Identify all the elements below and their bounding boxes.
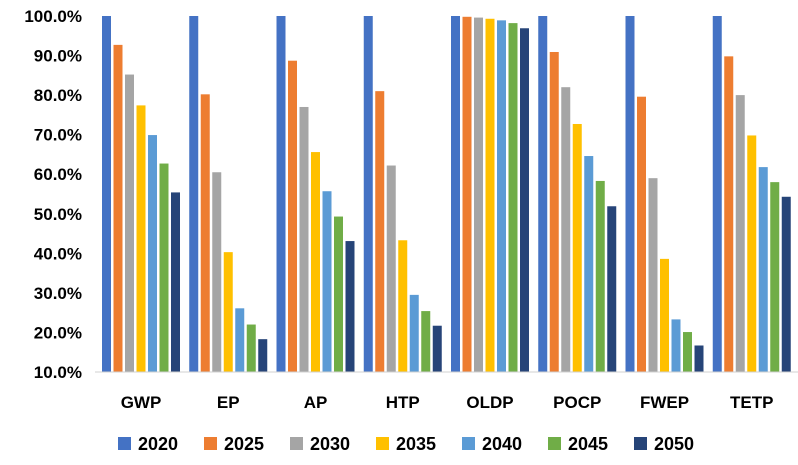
legend-swatch xyxy=(548,437,561,450)
bar-2035-fwep xyxy=(660,258,669,372)
legend-swatch xyxy=(118,437,131,450)
bar-2020-tetp xyxy=(712,16,722,372)
bar-2025-gwp xyxy=(113,44,123,373)
bar-2045-pocp xyxy=(595,180,605,372)
bar-2035-ep xyxy=(223,252,233,372)
bars-group xyxy=(102,16,791,373)
bar-2035-tetp xyxy=(747,135,757,372)
bar-2030-tetp xyxy=(735,95,745,372)
legend-swatch xyxy=(462,437,475,450)
bar-2030-gwp xyxy=(125,74,134,372)
bar-2045-ap xyxy=(334,216,343,372)
bar-2030-htp xyxy=(386,165,396,372)
legend-swatch xyxy=(376,437,389,450)
bar-2030-ap xyxy=(299,106,309,372)
bar-2030-ep xyxy=(212,172,222,372)
y-tick-label: 40.0% xyxy=(34,244,82,263)
bar-2035-ap xyxy=(311,152,320,372)
bar-2045-ep xyxy=(246,324,256,372)
bar-2050-oldp xyxy=(520,28,529,373)
bar-2020-ep xyxy=(189,16,199,372)
bar-2035-gwp xyxy=(136,105,146,372)
legend-label: 2020 xyxy=(138,434,178,454)
y-tick-label: 90.0% xyxy=(34,47,82,66)
bar-2040-pocp xyxy=(584,156,594,372)
legend-label: 2030 xyxy=(310,434,350,454)
bar-2040-tetp xyxy=(758,167,768,372)
x-tick-label: FWEP xyxy=(640,393,689,412)
bar-2045-oldp xyxy=(508,23,518,373)
x-tick-label: OLDP xyxy=(466,393,513,412)
bar-2025-pocp xyxy=(549,51,559,373)
bar-2035-htp xyxy=(398,240,408,372)
legend: 2020 2025 2030 2035 2040 2045 2050 xyxy=(118,434,694,454)
bar-2040-ap xyxy=(322,191,332,372)
bar-2030-pocp xyxy=(561,87,571,372)
y-tick-label: 70.0% xyxy=(34,126,82,145)
bar-2035-oldp xyxy=(485,18,495,372)
bar-2025-htp xyxy=(375,91,385,373)
bar-2020-fwep xyxy=(625,16,635,372)
x-tick-label: AP xyxy=(304,393,328,412)
y-tick-label: 100.0% xyxy=(24,7,82,26)
bar-2050-htp xyxy=(432,325,442,372)
bar-2020-htp xyxy=(363,16,373,372)
bar-2025-ep xyxy=(200,94,210,372)
y-tick-label: 10.0% xyxy=(34,363,82,382)
bar-2040-oldp xyxy=(497,20,506,373)
bar-2035-pocp xyxy=(572,123,582,372)
bar-2030-fwep xyxy=(648,178,658,372)
x-tick-label: POCP xyxy=(553,393,601,412)
x-axis: GWP EP AP HTP OLDP POCP FWEP TETP xyxy=(121,393,774,412)
legend-swatch xyxy=(634,437,647,450)
bar-2040-htp xyxy=(409,294,419,372)
x-tick-label: HTP xyxy=(386,393,420,412)
bar-2045-htp xyxy=(421,311,431,372)
bar-2020-ap xyxy=(276,16,286,372)
bar-2020-gwp xyxy=(102,16,111,372)
bar-2040-ep xyxy=(235,308,245,372)
legend-label: 2040 xyxy=(482,434,522,454)
legend-label: 2025 xyxy=(224,434,264,454)
bar-2025-tetp xyxy=(724,56,734,372)
legend-label: 2050 xyxy=(654,434,694,454)
y-axis: 10.0% 20.0% 30.0% 40.0% 50.0% 60.0% 70.0% 80.0%… xyxy=(24,7,82,382)
x-tick-label: EP xyxy=(217,393,240,412)
bar-2045-gwp xyxy=(159,163,169,372)
bar-2050-ep xyxy=(258,339,268,372)
legend-label: 2045 xyxy=(568,434,608,454)
legend-swatch xyxy=(204,437,217,450)
y-tick-label: 80.0% xyxy=(34,86,82,105)
y-tick-label: 50.0% xyxy=(34,205,82,224)
y-tick-label: 60.0% xyxy=(34,165,82,184)
bar-2040-fwep xyxy=(671,319,681,372)
x-tick-label: TETP xyxy=(730,393,773,412)
y-tick-label: 20.0% xyxy=(34,323,82,342)
legend-swatch xyxy=(290,437,303,450)
bar-2050-pocp xyxy=(607,206,617,372)
bar-2025-fwep xyxy=(637,96,646,373)
bar-2030-oldp xyxy=(474,17,483,373)
bar-2050-fwep xyxy=(694,345,704,372)
bar-2025-ap xyxy=(288,60,297,372)
y-tick-label: 30.0% xyxy=(34,284,82,303)
bar-2025-oldp xyxy=(462,16,472,373)
bar-2020-oldp xyxy=(451,16,460,372)
bar-2045-tetp xyxy=(770,182,780,372)
bar-2020-pocp xyxy=(538,16,548,372)
bar-2050-tetp xyxy=(781,196,791,372)
bar-2045-fwep xyxy=(683,332,692,372)
legend-label: 2035 xyxy=(396,434,436,454)
bar-2040-gwp xyxy=(148,135,157,372)
bar-2050-ap xyxy=(345,241,355,372)
x-tick-label: GWP xyxy=(121,393,162,412)
bar-2050-gwp xyxy=(171,192,180,372)
